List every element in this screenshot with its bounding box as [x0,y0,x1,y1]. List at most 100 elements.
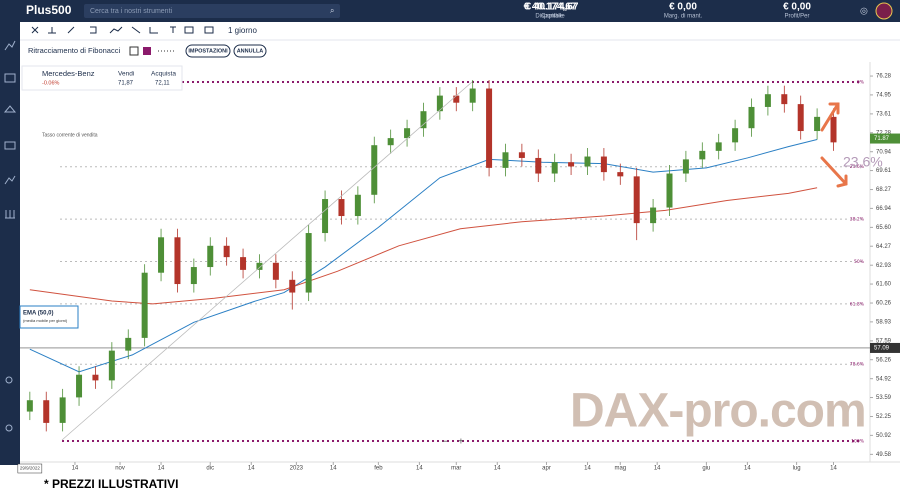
settings-button[interactable] [185,44,231,58]
cursor-price-box [870,342,900,353]
toolbar [20,22,900,62]
x-tick-label: feb [374,466,383,472]
candle-body [207,245,214,268]
candle-body [797,104,804,132]
x-tick-label: mag [614,466,626,472]
stat-value: € 40.174,67 [526,2,579,13]
candle-body [617,172,624,177]
y-tick-label: 69.61 [876,168,892,174]
x-tick-label: 14 [416,466,423,472]
x-tick-label: 14 [654,466,661,472]
candle-body [600,156,607,173]
buy-price[interactable]: 72,11 [155,81,170,87]
cancel-button[interactable] [233,44,267,58]
rate-note: Tasso corrente di vendita [42,132,98,138]
x-tick-label: dic [206,466,214,472]
sidebar [0,22,20,465]
candle-body [814,116,821,132]
timeframe[interactable]: 1 giorno [228,26,257,35]
sell-price[interactable]: 71,87 [118,81,134,87]
start-date: 29/9/2022 [20,466,41,471]
x-tick-label: 14 [248,466,255,472]
candle-body [830,116,837,143]
candle-body [518,152,525,158]
x-tick-label: mar [451,466,461,472]
candle-body [436,95,443,112]
y-tick-label: 54.92 [876,376,892,382]
x-tick-label: 14 [158,466,165,472]
candle-body [486,88,493,168]
stat-value: € 0,00 [669,2,697,13]
candle-body [453,95,460,103]
y-tick-label: 66.94 [876,206,892,212]
candle-body [404,128,411,139]
start-date-box [17,463,43,474]
buy-label: Acquista [151,71,176,78]
fib-label: 0% [857,80,865,86]
toolbar-icons[interactable] [31,26,214,34]
candle-body [420,111,427,129]
y-tick-label: 61.60 [876,282,892,288]
candle-body [174,237,181,285]
candle-body [240,257,247,270]
fib-label: 50% [854,259,865,265]
instrument-panel [21,65,183,91]
avatar[interactable] [875,2,893,20]
indicator-box[interactable] [19,305,79,329]
candle-body [469,88,476,103]
instrument-change: -0.06% [42,80,60,86]
footer-bg [0,474,900,494]
color-swatch[interactable] [143,47,151,55]
instrument-name: Mercedes-Benz [42,69,95,78]
logo: Plus500 [26,3,72,17]
fib-label: 100% [851,439,865,445]
x-tick-label: 14 [584,466,591,472]
x-tick-label: 14 [830,466,837,472]
candle-body [76,374,83,398]
plot: 76.28 74.95 73.61 72.28 70.94 69.61 68.27 66.94… [17,74,900,474]
candle-body [781,94,788,105]
candle-body [322,199,329,234]
watermark: DAX-pro.com [570,385,866,438]
cursor-price: 57.09 [874,346,890,352]
last-price-box [870,133,900,144]
settings-label[interactable]: IMPOSTAZIONI [188,48,228,54]
candle-body [289,279,296,293]
x-tick-label: 14 [744,466,751,472]
stat-value: € 40.174,67 [524,2,577,13]
y-tick-label: 52.25 [876,414,892,420]
candle-body [584,156,591,167]
candle-body [190,267,197,285]
candle-body [732,128,739,143]
x-tick-label: 14 [72,466,79,472]
candle-body [43,400,50,423]
eye-icon[interactable]: ◎ [860,5,868,15]
candle-body [26,400,33,412]
chart-area [20,62,900,465]
candle-body [92,374,99,381]
stat-label: Profit/Per [784,14,809,20]
sidebar-icons[interactable] [3,40,17,432]
y-tick-label: 58.93 [876,319,892,325]
candle-body [141,272,148,338]
y-tick-label: 76.28 [876,74,892,80]
y-tick-label: 74.95 [876,92,892,98]
candle-body [125,337,132,351]
candle-body [666,173,673,208]
arrows [820,102,848,188]
search-box[interactable] [84,4,340,18]
stat-label: Disponibile [535,14,565,20]
zoom-in[interactable]: + [458,437,464,448]
candle-body [764,94,771,107]
cancel-label[interactable]: ANNULLA [237,48,264,54]
zoom-out[interactable]: − [442,437,448,448]
fib-label: 38.2% [850,217,865,223]
drawing-tool[interactable]: Ritracciamento di Fibonacci [28,46,120,55]
x-tick-label: giu [702,466,710,472]
search-placeholder[interactable]: Cerca tra i nostri strumenti [90,8,173,15]
candle-body [387,138,394,146]
last-price: 71.87 [874,136,890,142]
trend-line [61,81,473,441]
color-swatch[interactable] [129,46,139,56]
